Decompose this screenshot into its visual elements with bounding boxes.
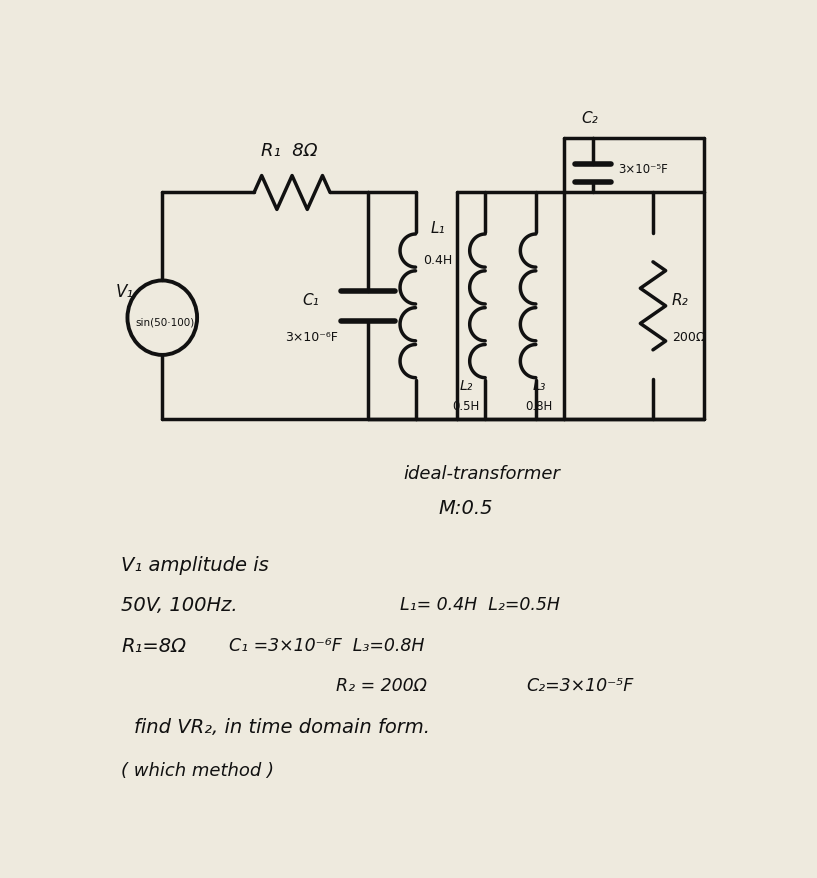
Text: 200Ω: 200Ω xyxy=(672,330,706,343)
Text: R₂: R₂ xyxy=(672,292,689,307)
Text: R₁  8Ω: R₁ 8Ω xyxy=(261,141,317,160)
Text: V₁ amplitude is: V₁ amplitude is xyxy=(121,555,269,574)
Text: 3×10⁻⁶F: 3×10⁻⁶F xyxy=(284,330,337,343)
Text: find VR₂, in time domain form.: find VR₂, in time domain form. xyxy=(134,717,430,736)
Text: 50V, 100Hz.: 50V, 100Hz. xyxy=(121,595,238,615)
Text: L₃: L₃ xyxy=(533,378,546,392)
Text: R₂ = 200Ω: R₂ = 200Ω xyxy=(337,677,427,694)
Text: L₁: L₁ xyxy=(431,220,445,235)
Text: ideal-transformer: ideal-transformer xyxy=(404,464,560,483)
Text: 0.5H: 0.5H xyxy=(453,400,480,413)
Text: L₁= 0.4H  L₂=0.5H: L₁= 0.4H L₂=0.5H xyxy=(400,595,560,614)
Text: C₂=3×10⁻⁵F: C₂=3×10⁻⁵F xyxy=(526,677,634,694)
Text: L₂: L₂ xyxy=(459,378,473,392)
Text: C₂: C₂ xyxy=(581,111,598,126)
Text: 0.8H: 0.8H xyxy=(525,400,552,413)
Text: R₁=8Ω: R₁=8Ω xyxy=(121,636,186,655)
Text: M:0.5: M:0.5 xyxy=(439,498,493,517)
Text: ( which method ): ( which method ) xyxy=(121,761,275,779)
Text: sin(50·100): sin(50·100) xyxy=(136,317,195,327)
Text: 0.4H: 0.4H xyxy=(423,254,453,267)
Text: 3×10⁻⁵F: 3×10⁻⁵F xyxy=(618,163,668,176)
Text: C₁: C₁ xyxy=(302,292,319,307)
Text: V₁: V₁ xyxy=(115,283,133,300)
Text: C₁ =3×10⁻⁶F  L₃=0.8H: C₁ =3×10⁻⁶F L₃=0.8H xyxy=(229,636,424,654)
